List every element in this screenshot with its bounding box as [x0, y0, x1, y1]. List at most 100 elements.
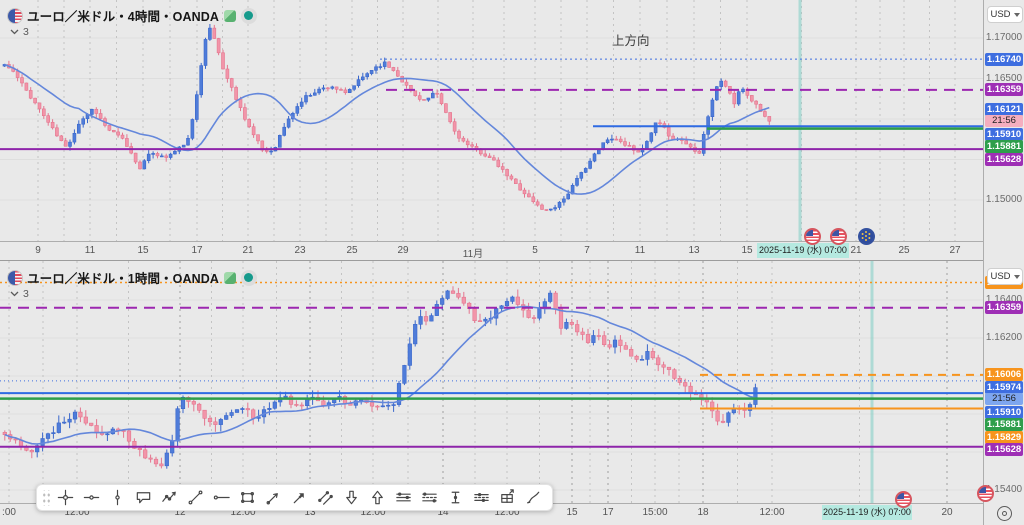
price-level-badge: 1.16359	[985, 301, 1023, 315]
time-label: 9	[35, 245, 41, 256]
horizontal-line-tool-icon[interactable]	[78, 485, 104, 511]
crosshair-date-label: 2025-11-19 (水) 07:00	[757, 243, 849, 258]
ma-line	[4, 63, 770, 195]
time-label: 20	[941, 507, 953, 518]
arrow-marker-tool-icon[interactable]	[286, 485, 312, 511]
price-scale-label: 1.16400	[985, 294, 1023, 305]
time-label: 11	[84, 245, 96, 256]
market-status-icon[interactable]	[240, 269, 257, 286]
callout-tool-icon[interactable]	[130, 485, 156, 511]
time-label: 7	[584, 245, 590, 256]
currency-selector-1h[interactable]: USD	[987, 268, 1023, 285]
arrow-tool-icon[interactable]	[260, 485, 286, 511]
time-label: 13	[688, 245, 700, 256]
time-label: 18	[697, 507, 709, 518]
gear-icon[interactable]	[997, 506, 1012, 521]
flag-bookmark-icon[interactable]	[223, 271, 236, 284]
currency-selector-4h[interactable]: USD	[987, 6, 1023, 23]
flat-top-bottom-tool-icon[interactable]	[468, 485, 494, 511]
price-level-badge: 1.15910	[985, 127, 1023, 141]
symbol-title-4h[interactable]: ユーロ／米ドル・4時間・OANDA	[27, 10, 219, 24]
ma-line	[4, 305, 756, 445]
time-label: 12	[174, 507, 186, 518]
price-level-badge: 1.16740	[985, 52, 1023, 66]
time-label: 27	[949, 245, 961, 256]
time-label: :00	[2, 507, 16, 518]
economic-event-flag-us-icon[interactable]	[976, 484, 994, 502]
time-label: 15	[566, 507, 578, 518]
price-level-badge: 1.15974	[985, 380, 1023, 394]
time-label: 21	[242, 245, 254, 256]
time-label: 12:00	[494, 507, 520, 518]
price-level-badge: 1.16359	[985, 83, 1023, 97]
regression-trend-tool-icon[interactable]	[416, 485, 442, 511]
time-label: 15	[741, 245, 753, 256]
economic-event-flag-us-icon[interactable]	[894, 490, 912, 508]
market-status-icon[interactable]	[240, 7, 257, 24]
price-level-badge: 1.15881	[985, 140, 1023, 154]
time-label: 23	[294, 245, 306, 256]
chevron-down-icon	[10, 29, 19, 35]
chart-plot-4h[interactable]	[0, 0, 983, 241]
price-level-badge: 1.16121	[985, 102, 1023, 116]
time-axis-4h[interactable]: 9 11 15 17 21 23 25 29 11月 5 7 11 13 15 21 25 27 2025-11-…	[0, 241, 983, 260]
price-scale-label: 1.17000	[985, 32, 1023, 43]
symbol-title-1h[interactable]: ユーロ／米ドル・1時間・OANDA	[27, 272, 219, 286]
time-label: 12:00	[360, 507, 386, 518]
time-label: 15:00	[642, 507, 668, 518]
fib-box-tool-icon[interactable]	[494, 485, 520, 511]
chart-plot-1h[interactable]	[0, 261, 983, 503]
arrow-mark-up-tool-icon[interactable]	[364, 485, 390, 511]
time-label: 29	[397, 245, 409, 256]
parallel-lines-tool-icon[interactable]	[312, 485, 338, 511]
vertical-line-tool-icon[interactable]	[104, 485, 130, 511]
price-level-badge: 1.15628	[985, 443, 1023, 457]
horizontal-ray-tool-icon[interactable]	[208, 485, 234, 511]
polyline-tool-icon[interactable]	[156, 485, 182, 511]
time-label: 11月	[462, 249, 484, 260]
chevron-down-icon	[10, 291, 19, 297]
indicator-count-4h: 3	[23, 26, 29, 38]
panel-divider[interactable]	[0, 260, 1024, 261]
indicator-count-1h: 3	[23, 288, 29, 300]
crosshair-tool-icon[interactable]	[52, 485, 78, 511]
time-label: 21	[850, 245, 862, 256]
chart-legend-4h: ユーロ／米ドル・4時間・OANDA	[8, 6, 257, 25]
price-range-tool-icon[interactable]	[442, 485, 468, 511]
price-scale-label: 1.15400	[985, 484, 1023, 495]
price-level-badge: 1.16006	[985, 368, 1023, 382]
time-label: 25	[346, 245, 358, 256]
crosshair-date-label: 2025-11-19 (水) 07:00	[822, 505, 912, 520]
parallel-channel-tool-icon[interactable]	[390, 485, 416, 511]
time-label: 17	[602, 507, 614, 518]
trend-line-tool-icon[interactable]	[182, 485, 208, 511]
time-label: 12:00	[759, 507, 785, 518]
economic-event-flag-eu-icon[interactable]	[857, 227, 875, 245]
price-level-badge: 1.15829	[985, 430, 1023, 444]
toolbar-drag-handle[interactable]	[41, 489, 50, 506]
price-level-badge: 1.15628	[985, 152, 1023, 166]
time-label: 14	[437, 507, 449, 518]
chevron-down-icon	[1013, 12, 1020, 17]
candles	[2, 24, 772, 212]
chevron-down-icon	[1013, 274, 1020, 279]
economic-event-flag-us-icon[interactable]	[803, 227, 821, 245]
price-scale-label: 1.16500	[985, 72, 1023, 84]
rectangle-tool-icon[interactable]	[234, 485, 260, 511]
eurusd-pair-icon	[8, 8, 22, 23]
time-label: 13	[304, 507, 316, 518]
price-axis[interactable]: USD USD 1.170001.165001.160001.150001.16…	[983, 0, 1024, 525]
time-label: 17	[191, 245, 203, 256]
economic-event-flag-us-icon[interactable]	[829, 227, 847, 245]
time-label: 5	[532, 245, 538, 256]
bar-countdown-badge: 21:56	[985, 393, 1023, 406]
object-tree-row-1h[interactable]: 3	[10, 288, 29, 300]
brush-tool-icon[interactable]	[520, 485, 546, 511]
flag-bookmark-icon[interactable]	[223, 9, 236, 22]
time-label: 12:00	[64, 507, 90, 518]
arrow-mark-down-tool-icon[interactable]	[338, 485, 364, 511]
price-level-badge: 1.15881	[985, 418, 1023, 432]
object-tree-row-4h[interactable]: 3	[10, 26, 29, 38]
time-label: 12:00	[230, 507, 256, 518]
